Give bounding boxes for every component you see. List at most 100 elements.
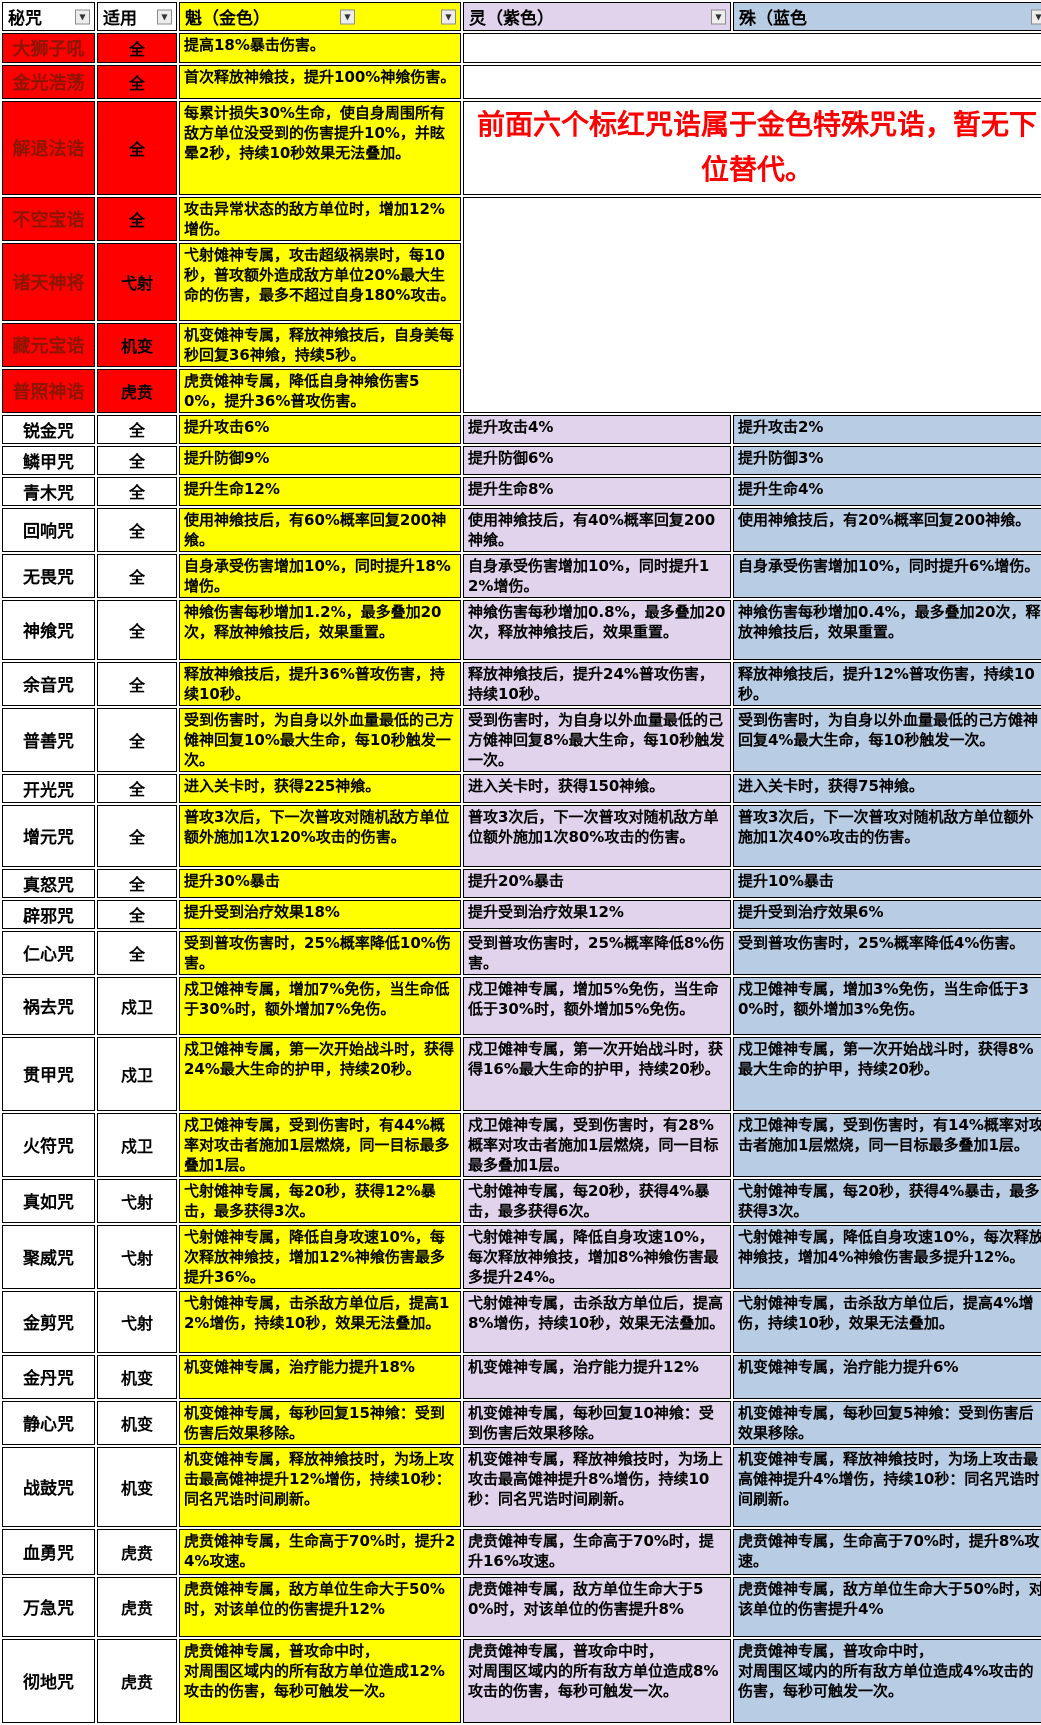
gold-desc-cell[interactable]: 受到普攻伤害时，25%概率降低10%伤害。	[179, 930, 461, 975]
gold-desc-cell[interactable]: 弋射傩神专属，击杀敌方单位后，提高12%增伤，持续10秒，效果无法叠加。	[179, 1290, 461, 1353]
blue-desc-cell[interactable]: 虎贲傩神专属，普攻命中时， 对周围区域内的所有敌方单位造成4%攻击的伤害，每秒可…	[733, 1638, 1041, 1723]
header-apply[interactable]: 适用 ▼	[97, 2, 177, 31]
curse-name-cell[interactable]: 金剪咒	[2, 1290, 95, 1353]
purple-desc-cell[interactable]: 虎贲傩神专属，生命高于70%时，提升16%攻速。	[463, 1528, 731, 1575]
gold-desc-cell[interactable]: 神飨伤害每秒增加1.2%，最多叠加20次，释放神飨技后，效果重置。	[179, 599, 461, 660]
purple-desc-cell[interactable]: 戍卫傩神专属，第一次开始战斗时，获得16%最大生命的护甲，持续20秒。	[463, 1036, 731, 1111]
apply-cell[interactable]: 弋射	[97, 1224, 177, 1289]
gold-desc-cell[interactable]: 戍卫傩神专属，受到伤害时，有44%概率对攻击者施加1层燃烧，同一目标最多叠加1层…	[179, 1112, 461, 1177]
blue-desc-cell[interactable]: 戍卫傩神专属，增加3%免伤，当生命低于30%时，额外增加3%免伤。	[733, 976, 1041, 1035]
apply-cell[interactable]: 弋射	[97, 1290, 177, 1353]
curse-name-cell[interactable]: 金光浩荡	[2, 65, 95, 99]
empty-cell[interactable]	[463, 33, 1041, 63]
curse-name-cell[interactable]: 血勇咒	[2, 1528, 95, 1575]
empty-cell[interactable]	[463, 65, 1041, 99]
apply-cell[interactable]: 虎贲	[97, 1528, 177, 1575]
curse-name-cell[interactable]: 普照神诰	[2, 368, 95, 413]
gold-desc-cell[interactable]: 机变傩神专属，治疗能力提升18%	[179, 1354, 461, 1399]
blue-desc-cell[interactable]: 进入关卡时，获得75神飨。	[733, 773, 1041, 803]
blue-desc-cell[interactable]: 受到普攻伤害时，25%概率降低4%伤害。	[733, 930, 1041, 975]
curse-name-cell[interactable]: 增元咒	[2, 804, 95, 867]
purple-desc-cell[interactable]: 戍卫傩神专属，增加5%免伤，当生命低于30%时，额外增加5%免伤。	[463, 976, 731, 1035]
apply-cell[interactable]: 全	[97, 661, 177, 706]
apply-cell[interactable]: 弋射	[97, 242, 177, 321]
purple-desc-cell[interactable]: 神飨伤害每秒增加0.8%，最多叠加20次，释放神飨技后，效果重置。	[463, 599, 731, 660]
apply-cell[interactable]: 机变	[97, 1400, 177, 1445]
curse-name-cell[interactable]: 鳞甲咒	[2, 445, 95, 475]
gold-desc-cell[interactable]: 提升30%暴击	[179, 868, 461, 898]
gold-desc-cell[interactable]: 机变傩神专属，释放神飨技后，自身美每秒回复36神飨，持续5秒。	[179, 322, 461, 367]
filter-dropdown-icon[interactable]: ▼	[75, 9, 90, 24]
gold-desc-cell[interactable]: 弋射傩神专属，降低自身攻速10%，每次释放神飨技，增加12%神飨伤害最多提升36…	[179, 1224, 461, 1289]
apply-cell[interactable]: 全	[97, 196, 177, 241]
curse-name-cell[interactable]: 聚威咒	[2, 1224, 95, 1289]
filter-dropdown-icon[interactable]: ▼	[1031, 9, 1041, 24]
purple-desc-cell[interactable]: 机变傩神专属，治疗能力提升12%	[463, 1354, 731, 1399]
purple-desc-cell[interactable]: 机变傩神专属，释放神飨技时，为场上攻击最高傩神提升8%增伤，持续10秒：同名咒诰…	[463, 1446, 731, 1527]
curse-name-cell[interactable]: 大狮子吼	[2, 33, 95, 63]
apply-cell[interactable]: 弋射	[97, 1178, 177, 1223]
gold-desc-cell[interactable]: 提升生命12%	[179, 476, 461, 506]
purple-desc-cell[interactable]: 弋射傩神专属，击杀敌方单位后，提高8%增伤，持续10秒，效果无法叠加。	[463, 1290, 731, 1353]
blue-desc-cell[interactable]: 机变傩神专属，每秒回复5神飨：受到伤害后效果移除。	[733, 1400, 1041, 1445]
empty-cell[interactable]	[463, 196, 1041, 413]
purple-desc-cell[interactable]: 释放神飨技后，提升24%普攻伤害，持续10秒。	[463, 661, 731, 706]
gold-desc-cell[interactable]: 提升受到治疗效果18%	[179, 899, 461, 929]
purple-desc-cell[interactable]: 提升防御6%	[463, 445, 731, 475]
blue-desc-cell[interactable]: 自身承受伤害增加10%，同时提升6%增伤。	[733, 553, 1041, 598]
curse-name-cell[interactable]: 万急咒	[2, 1576, 95, 1637]
curse-name-cell[interactable]: 解退法诰	[2, 101, 95, 195]
purple-desc-cell[interactable]: 受到伤害时，为自身以外血量最低的己方傩神回复8%最大生命，每10秒触发一次。	[463, 707, 731, 772]
apply-cell[interactable]: 全	[97, 868, 177, 898]
filter-dropdown-icon[interactable]: ▼	[711, 9, 726, 24]
blue-desc-cell[interactable]: 虎贲傩神专属，敌方单位生命大于50%时，对该单位的伤害提升4%	[733, 1576, 1041, 1637]
blue-desc-cell[interactable]: 释放神飨技后，提升12%普攻伤害，持续10秒。	[733, 661, 1041, 706]
apply-cell[interactable]: 全	[97, 65, 177, 99]
apply-cell[interactable]: 全	[97, 476, 177, 506]
gold-desc-cell[interactable]: 进入关卡时，获得225神飨。	[179, 773, 461, 803]
curse-name-cell[interactable]: 神飨咒	[2, 599, 95, 660]
curse-name-cell[interactable]: 火符咒	[2, 1112, 95, 1177]
curse-name-cell[interactable]: 彻地咒	[2, 1638, 95, 1723]
blue-desc-cell[interactable]: 提升攻击2%	[733, 414, 1041, 444]
gold-desc-cell[interactable]: 戍卫傩神专属，增加7%免伤，当生命低于30%时，额外增加7%免伤。	[179, 976, 461, 1035]
gold-desc-cell[interactable]: 自身承受伤害增加10%，同时提升18%增伤。	[179, 553, 461, 598]
gold-desc-cell[interactable]: 受到伤害时，为自身以外血量最低的己方傩神回复10%最大生命，每10秒触发一次。	[179, 707, 461, 772]
gold-desc-cell[interactable]: 提高18%暴击伤害。	[179, 33, 461, 63]
header-gold[interactable]: 魁（金色） ▼ ▼	[179, 2, 461, 31]
apply-cell[interactable]: 全	[97, 773, 177, 803]
apply-cell[interactable]: 全	[97, 804, 177, 867]
blue-desc-cell[interactable]: 使用神飨技后，有20%概率回复200神飨。	[733, 507, 1041, 552]
gold-desc-cell[interactable]: 提升攻击6%	[179, 414, 461, 444]
blue-desc-cell[interactable]: 受到伤害时，为自身以外血量最低的己方傩神回复4%最大生命，每10秒触发一次。	[733, 707, 1041, 772]
apply-cell[interactable]: 全	[97, 599, 177, 660]
blue-desc-cell[interactable]: 神飨伤害每秒增加0.4%，最多叠加20次，释放神飨技后，效果重置。	[733, 599, 1041, 660]
blue-desc-cell[interactable]: 机变傩神专属，释放神飨技时，为场上攻击最高傩神提升4%增伤，持续10秒：同名咒诰…	[733, 1446, 1041, 1527]
apply-cell[interactable]: 全	[97, 445, 177, 475]
gold-desc-cell[interactable]: 使用神飨技后，有60%概率回复200神飨。	[179, 507, 461, 552]
gold-desc-cell[interactable]: 弋射傩神专属，攻击超级祸祟时，每10秒，普攻额外造成敌方单位20%最大生命的伤害…	[179, 242, 461, 321]
purple-desc-cell[interactable]: 弋射傩神专属，每20秒，获得4%暴击，最多获得6次。	[463, 1178, 731, 1223]
gold-desc-cell[interactable]: 虎贲傩神专属，生命高于70%时，提升24%攻速。	[179, 1528, 461, 1575]
gold-desc-cell[interactable]: 虎贲傩神专属，普攻命中时， 对周围区域内的所有敌方单位造成12%攻击的伤害，每秒…	[179, 1638, 461, 1723]
purple-desc-cell[interactable]: 弋射傩神专属，降低自身攻速10%，每次释放神飨技，增加8%神飨伤害最多提升24%…	[463, 1224, 731, 1289]
blue-desc-cell[interactable]: 弋射傩神专属，击杀敌方单位后，提高4%增伤，持续10秒，效果无法叠加。	[733, 1290, 1041, 1353]
header-curse[interactable]: 秘咒 ▼	[2, 2, 95, 31]
filter-dropdown-icon[interactable]: ▼	[157, 9, 172, 24]
curse-name-cell[interactable]: 普善咒	[2, 707, 95, 772]
apply-cell[interactable]: 机变	[97, 1446, 177, 1527]
blue-desc-cell[interactable]: 戍卫傩神专属，受到伤害时，有14%概率对攻击者施加1层燃烧，同一目标最多叠加1层…	[733, 1112, 1041, 1177]
purple-desc-cell[interactable]: 提升受到治疗效果12%	[463, 899, 731, 929]
curse-name-cell[interactable]: 真如咒	[2, 1178, 95, 1223]
curse-name-cell[interactable]: 祸去咒	[2, 976, 95, 1035]
apply-cell[interactable]: 全	[97, 507, 177, 552]
gold-desc-cell[interactable]: 戍卫傩神专属，第一次开始战斗时，获得24%最大生命的护甲，持续20秒。	[179, 1036, 461, 1111]
curse-name-cell[interactable]: 无畏咒	[2, 553, 95, 598]
curse-name-cell[interactable]: 青木咒	[2, 476, 95, 506]
apply-cell[interactable]: 全	[97, 33, 177, 63]
notice-cell[interactable]: 前面六个标红咒诰属于金色特殊咒诰，暂无下位替代。	[463, 101, 1041, 195]
gold-desc-cell[interactable]: 攻击异常状态的敌方单位时，增加12%增伤。	[179, 196, 461, 241]
purple-desc-cell[interactable]: 虎贲傩神专属，敌方单位生命大于50%时，对该单位的伤害提升8%	[463, 1576, 731, 1637]
apply-cell[interactable]: 戍卫	[97, 1112, 177, 1177]
blue-desc-cell[interactable]: 机变傩神专属，治疗能力提升6%	[733, 1354, 1041, 1399]
